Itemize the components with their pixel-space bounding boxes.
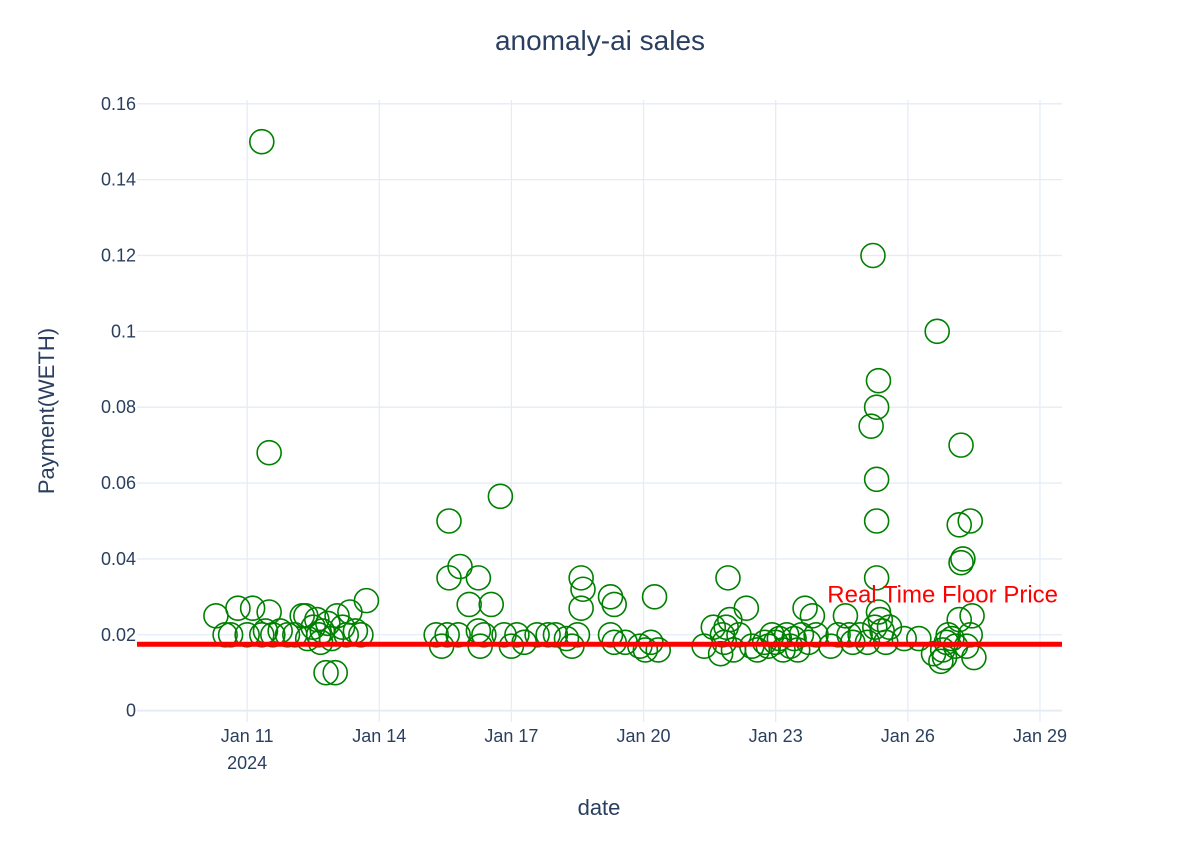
data-point (478, 591, 505, 618)
data-point (456, 591, 482, 618)
data-point (225, 595, 251, 622)
data-point (564, 621, 591, 648)
data-point (445, 621, 471, 648)
y-tick-label: 0.06 (101, 473, 136, 493)
data-point (315, 610, 341, 637)
data-point (959, 603, 985, 629)
data-point (249, 621, 275, 648)
data-point (256, 599, 282, 625)
floor-price-layer: Real Time Floor Price (137, 581, 1062, 647)
y-tick-label: 0.1 (111, 321, 136, 341)
x-tick-sublabel: 2024 (227, 753, 267, 773)
x-tick-label: Jan 20 (617, 726, 671, 746)
data-point (434, 621, 460, 648)
data-point (863, 394, 890, 421)
data-point (957, 508, 984, 534)
data-point (601, 591, 627, 618)
y-tick-label: 0.08 (101, 397, 136, 417)
data-point (946, 606, 973, 633)
data-point (715, 565, 741, 591)
x-tick-label: Jan 29 (1013, 726, 1067, 746)
y-tick-label: 0.16 (101, 94, 136, 114)
data-point (260, 621, 286, 648)
x-axis-title: date (578, 795, 621, 820)
data-point (322, 659, 349, 686)
y-axis-title: Payment(WETH) (34, 328, 59, 494)
data-point (799, 603, 826, 629)
data-point (906, 625, 932, 652)
y-tick-label: 0.14 (101, 170, 136, 190)
data-point (707, 640, 734, 667)
data-point (632, 637, 659, 663)
data-point (465, 565, 492, 591)
x-tick-label: Jan 14 (352, 726, 406, 746)
x-tick-label: Jan 11 (221, 726, 274, 746)
data-point (792, 595, 818, 622)
data-point (950, 546, 976, 572)
data-point (948, 432, 974, 458)
data-point (217, 621, 244, 648)
data-point (865, 367, 892, 394)
data-point (781, 625, 807, 652)
data-point (641, 584, 668, 610)
data-point (256, 439, 282, 466)
data-point (353, 587, 380, 614)
data-point (535, 621, 561, 648)
y-tick-label: 0 (126, 701, 136, 721)
data-point (788, 621, 815, 648)
chart-title: anomaly-ai sales (495, 25, 705, 56)
data-point (234, 621, 260, 648)
x-tick-label: Jan 26 (881, 726, 935, 746)
gridlines (137, 100, 1062, 722)
data-point (524, 621, 550, 648)
data-point (487, 483, 514, 510)
data-point (239, 595, 266, 622)
data-point (832, 603, 859, 629)
data-point (733, 595, 760, 622)
data-point (568, 565, 594, 591)
data-point (212, 621, 238, 648)
data-point (744, 637, 771, 663)
axis-ticks: 0 0.02 0.04 0.06 0.08 0.1 0.12 0.14 0.16 Jan 11 20… (101, 94, 1067, 773)
x-tick-label: Jan 17 (484, 726, 538, 746)
y-tick-label: 0.12 (101, 246, 136, 266)
data-point (860, 242, 886, 269)
data-point (570, 576, 596, 603)
data-point (274, 621, 301, 648)
data-point (645, 637, 672, 663)
data-point (504, 621, 530, 648)
data-point (858, 413, 884, 439)
data-point (568, 595, 594, 622)
x-tick-label: Jan 23 (749, 726, 803, 746)
data-point (948, 549, 974, 576)
data-point (924, 318, 950, 345)
floor-price-label: Real Time Floor Price (827, 581, 1058, 608)
data-point (863, 565, 890, 591)
data-point (313, 659, 339, 686)
data-point (891, 625, 917, 652)
data-point (928, 648, 954, 675)
data-point (471, 621, 497, 648)
data-point (436, 508, 462, 534)
data-point (847, 621, 873, 648)
data-point (825, 621, 851, 648)
data-point (553, 625, 580, 652)
data-point (447, 553, 473, 580)
data-point (423, 621, 449, 648)
data-point (863, 508, 890, 534)
data-point (348, 621, 374, 648)
data-point (946, 511, 973, 538)
data-point (863, 466, 890, 493)
y-tick-label: 0.04 (101, 549, 136, 569)
data-point (249, 128, 275, 155)
y-tick-label: 0.02 (101, 625, 136, 645)
